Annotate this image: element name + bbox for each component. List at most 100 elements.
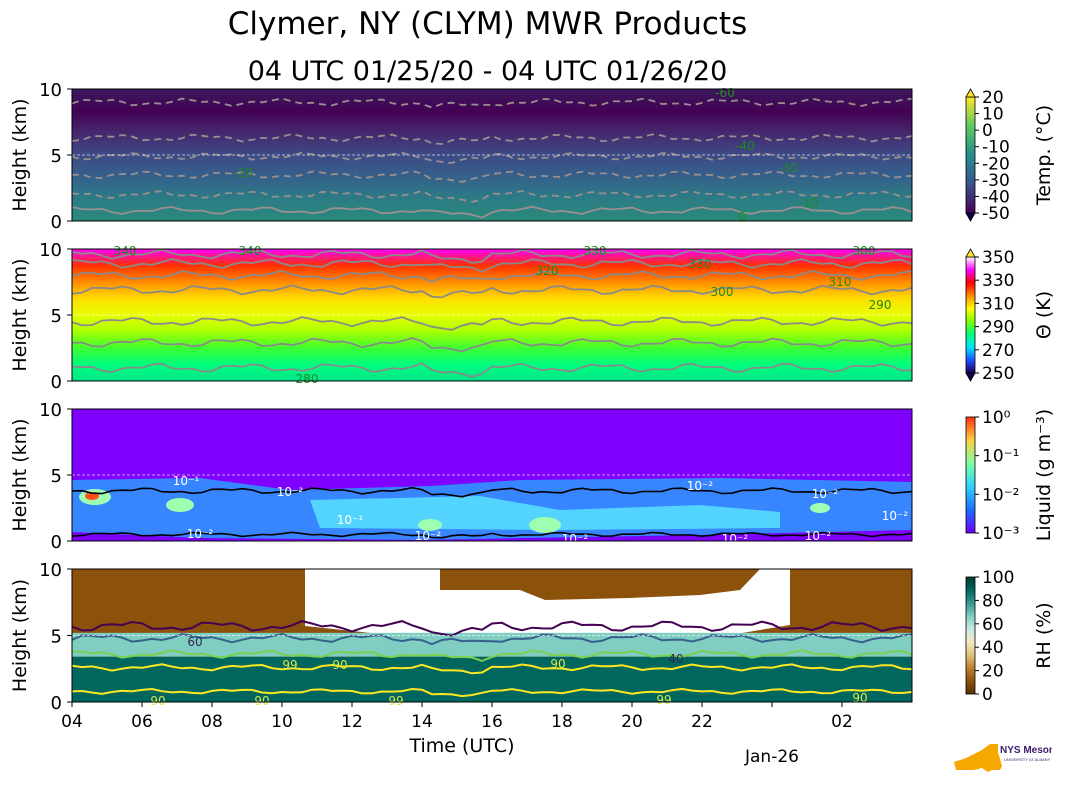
contour-label: 330 <box>689 257 712 271</box>
y-tick-label: 0 <box>51 372 62 393</box>
theta-contour <box>71 257 913 273</box>
y-axis-label: Height (km) <box>9 579 31 692</box>
colorbar-tick-label: 10⁰ <box>982 408 1011 428</box>
contour-label: 60 <box>187 635 202 649</box>
colorbar-tick-label: -20 <box>982 154 1010 174</box>
contour-label: -10 <box>798 196 818 210</box>
contour-label: 90 <box>150 694 165 708</box>
contour-label: 10⁻¹ <box>173 474 200 488</box>
panel-liquid_water: 10⁻¹ 10⁻² 10⁻¹ 10⁻² 10⁻² 10⁻² 10⁻² 10⁻² 10⁻² 10⁻²… <box>9 400 1055 553</box>
rh-contour-90 <box>71 649 913 662</box>
nys-mesonet-logo: NYS Mesonet UNIVERSITY AT ALBANY <box>954 744 1052 772</box>
x-tick-label: 02 <box>831 712 853 732</box>
contour-label: 290 <box>869 298 892 312</box>
y-tick-label: 5 <box>51 146 62 167</box>
x-tick-label: Jan-26 <box>744 747 799 767</box>
contour-label: 10⁻² <box>805 529 832 543</box>
rh-saturated-layer <box>72 656 912 702</box>
liquid-maximum <box>529 517 561 533</box>
x-tick-label: 22 <box>691 712 713 732</box>
nys-state-shape-icon <box>954 744 1002 772</box>
contour-label: -60 <box>715 86 735 100</box>
y-tick-label: 10 <box>39 240 62 261</box>
colorbar-label: Liquid (g m⁻³) <box>1033 409 1055 541</box>
contour-label: 10⁻² <box>277 485 304 499</box>
contour-label: 90 <box>254 694 269 708</box>
contour-label: -20 <box>233 166 253 180</box>
y-tick-label: 10 <box>39 560 62 581</box>
colorbar-tick-label: 10⁻³ <box>982 524 1019 544</box>
y-tick-label: 5 <box>51 306 62 327</box>
colorbar-extend-arrow <box>965 212 976 222</box>
contour-label: 10⁻¹ <box>337 513 364 527</box>
colorbar-tick-label: 10 <box>982 105 1004 125</box>
temperature-contour <box>71 97 913 109</box>
contour-label: 99 <box>388 694 403 708</box>
x-tick-label: 10 <box>271 712 293 732</box>
contour-label: 0 <box>738 210 746 224</box>
y-tick-label: 0 <box>51 212 62 233</box>
colorbar-tick-label: 20 <box>982 662 1004 682</box>
logo-text: NYS Mesonet <box>1000 745 1052 756</box>
rh-contour-99 <box>71 663 913 675</box>
rh-contour-99 <box>71 687 913 698</box>
panel-relative_humidity: 60 99 90 40 99 90 90 90 99 90 0 5 10 Height (km) 100 80… <box>9 560 1055 714</box>
contour-label: 10⁻² <box>415 529 442 543</box>
colorbar-tick-label: -40 <box>982 187 1010 207</box>
contour-label: -40 <box>735 139 755 153</box>
liquid-contour <box>71 486 913 498</box>
theta-contour <box>71 316 913 331</box>
colorbar-extend-arrow <box>965 248 976 258</box>
x-tick-label: 14 <box>411 712 433 732</box>
y-axis-label: Height (km) <box>9 258 31 371</box>
colorbar <box>965 256 976 374</box>
colorbar-tick-label: -50 <box>982 204 1010 224</box>
colorbar-tick-label: 60 <box>982 615 1004 635</box>
x-tick-label: 18 <box>551 712 573 732</box>
chart-subtitle: 04 UTC 01/25/20 - 04 UTC 01/26/20 <box>247 56 728 87</box>
theta-contour <box>71 284 913 299</box>
colorbar-tick-label: -30 <box>982 171 1010 191</box>
colorbar-tick-label: 80 <box>982 591 1004 611</box>
colorbar-label: Temp. (°C) <box>1033 105 1055 206</box>
contour-label: 280 <box>296 372 319 386</box>
chart-title: Clymer, NY (CLYM) MWR Products <box>227 6 748 42</box>
contour-label: 90 <box>852 691 867 705</box>
x-tick-label: 08 <box>201 712 223 732</box>
colorbar-extend-arrow <box>965 88 976 98</box>
x-tick-label: 16 <box>481 712 503 732</box>
contour-label: 10⁻² <box>562 532 589 546</box>
colorbar <box>965 576 976 695</box>
colorbar-tick-label: 290 <box>982 318 1014 338</box>
theta-contour <box>71 269 913 283</box>
colorbar <box>965 96 976 214</box>
colorbar-tick-label: 0 <box>982 685 993 705</box>
temperature-contour <box>71 205 913 219</box>
x-tick-label: 20 <box>621 712 643 732</box>
x-tick-label: 12 <box>341 712 363 732</box>
rh-contour-40 <box>71 620 913 637</box>
contour-label: 10⁻² <box>722 532 749 546</box>
contour-label: 40 <box>668 652 683 666</box>
colorbar-tick-label: 350 <box>982 248 1014 268</box>
panel-potential_temperature: 340 340 330 320 330 300 310 300 290 280 0 5 10 Height… <box>9 240 1055 393</box>
colorbar-tick-label: 330 <box>982 271 1014 291</box>
colorbar-tick-label: -10 <box>982 138 1010 158</box>
contour-label: 310 <box>829 275 852 289</box>
liquid-contour <box>71 531 913 539</box>
theta-contour <box>71 362 913 378</box>
rh-contour-60 <box>71 632 913 646</box>
colorbar-tick-label: 270 <box>982 341 1014 361</box>
x-tick-label: 06 <box>131 712 153 732</box>
colorbar-tick-label: 10⁻¹ <box>982 447 1019 467</box>
x-axis-label: Time (UTC) <box>408 735 514 757</box>
y-tick-label: 5 <box>51 466 62 487</box>
contour-label: 300 <box>711 285 734 299</box>
contour-label: 320 <box>536 264 559 278</box>
colorbar-tick-label: 100 <box>982 568 1014 588</box>
y-tick-label: 10 <box>39 400 62 421</box>
colorbar-label: RH (%) <box>1033 602 1055 668</box>
theta-contour <box>71 337 913 353</box>
